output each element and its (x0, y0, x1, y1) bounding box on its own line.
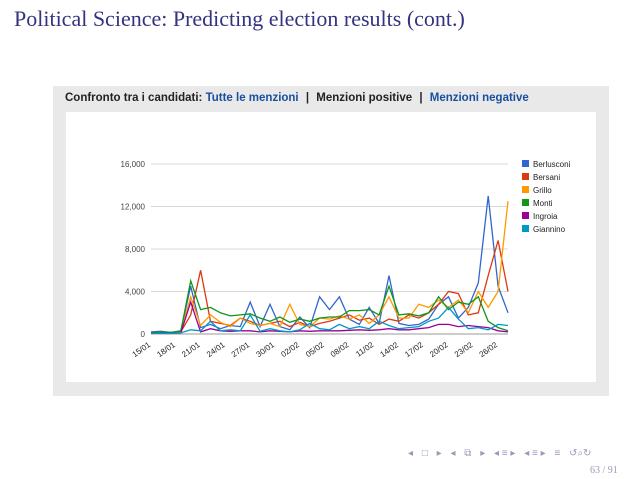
x-tick-label: 18/01 (155, 340, 177, 359)
nav-section-left-icon[interactable]: ◂ ≡ ▸ (494, 448, 516, 459)
x-tick-label: 11/02 (354, 340, 376, 359)
legend-swatch (522, 212, 529, 219)
nav-align-icon[interactable]: ≡ (554, 448, 561, 459)
x-tick-label: 23/02 (453, 340, 475, 359)
series-line-berlusconi (150, 195, 509, 334)
y-tick-label: 16,000 (121, 160, 146, 169)
x-tick-label: 15/01 (131, 340, 153, 359)
x-tick-label: 14/02 (378, 340, 400, 359)
header-separator: | (419, 92, 423, 104)
legend-swatch (522, 160, 529, 167)
nav-section-right-icon[interactable]: ◂ ≡ ▸ (524, 448, 546, 459)
nav-subsection-icon[interactable]: ⧉ (464, 448, 472, 459)
y-tick-label: 12,000 (121, 203, 146, 212)
link-positive-mentions[interactable]: Menzioni positive (316, 92, 413, 104)
x-tick-label: 05/02 (304, 340, 326, 359)
legend-label: Bersani (533, 173, 560, 182)
legend-label: Giannino (533, 225, 566, 234)
x-tick-label: 21/01 (180, 340, 202, 359)
nav-search-icon[interactable]: ↺⌕↻ (569, 448, 592, 459)
x-tick-label: 20/02 (428, 340, 450, 359)
line-chart: 0 4,000 8,000 12,000 16,000 15/01 18/01 21/01 24… (121, 160, 571, 359)
legend-label: Monti (533, 199, 553, 208)
series-line-ingroia (150, 300, 509, 335)
page-number: 63 / 91 (590, 465, 618, 476)
link-negative-mentions[interactable]: Menzioni negative (429, 92, 529, 104)
legend-label: Grillo (533, 186, 552, 195)
panel-header: Confronto tra i candidati: Tutte le menz… (65, 92, 529, 104)
nav-frame-icon[interactable]: □ (421, 448, 428, 459)
series-line-giannino (150, 306, 509, 335)
header-prefix: Confronto tra i candidati: (65, 92, 203, 104)
chart-panel: Confronto tra i candidati: Tutte le menz… (53, 86, 609, 396)
y-tick-label: 8,000 (125, 245, 146, 254)
legend-swatch (522, 199, 529, 206)
x-tick-label: 02/02 (279, 340, 301, 359)
series-line-grillo (150, 201, 509, 334)
nav-subsection-left-icon[interactable]: ◂ (450, 448, 456, 459)
legend-label: Berlusconi (533, 160, 571, 169)
legend-swatch (522, 173, 529, 180)
nav-frame-left-icon[interactable]: ◂ (408, 448, 414, 459)
x-tick-label: 26/02 (478, 340, 500, 359)
x-tick-label: 17/02 (403, 340, 425, 359)
link-all-mentions[interactable]: Tutte le menzioni (205, 92, 299, 104)
nav-frame-right-icon[interactable]: ▸ (436, 448, 442, 459)
legend-swatch (522, 225, 529, 232)
beamer-navigation: ◂ □ ▸ ◂ ⧉ ▸ ◂ ≡ ▸ ◂ ≡ ▸ ≡ ↺⌕↻ (408, 448, 597, 459)
header-separator: | (305, 92, 310, 104)
legend-swatch (522, 186, 529, 193)
nav-subsection-right-icon[interactable]: ▸ (480, 448, 486, 459)
slide-title: Political Science: Predicting election r… (14, 6, 465, 31)
x-tick-label: 30/01 (255, 340, 277, 359)
y-tick-label: 4,000 (125, 288, 146, 297)
chart-area: 0 4,000 8,000 12,000 16,000 15/01 18/01 21/01 24… (66, 112, 596, 382)
series-line-monti (150, 278, 509, 334)
x-tick-label: 27/01 (230, 340, 252, 359)
y-tick-label: 0 (141, 330, 146, 339)
x-tick-label: 24/01 (205, 340, 227, 359)
legend-label: Ingroia (533, 212, 558, 221)
x-tick-label: 08/02 (329, 340, 351, 359)
